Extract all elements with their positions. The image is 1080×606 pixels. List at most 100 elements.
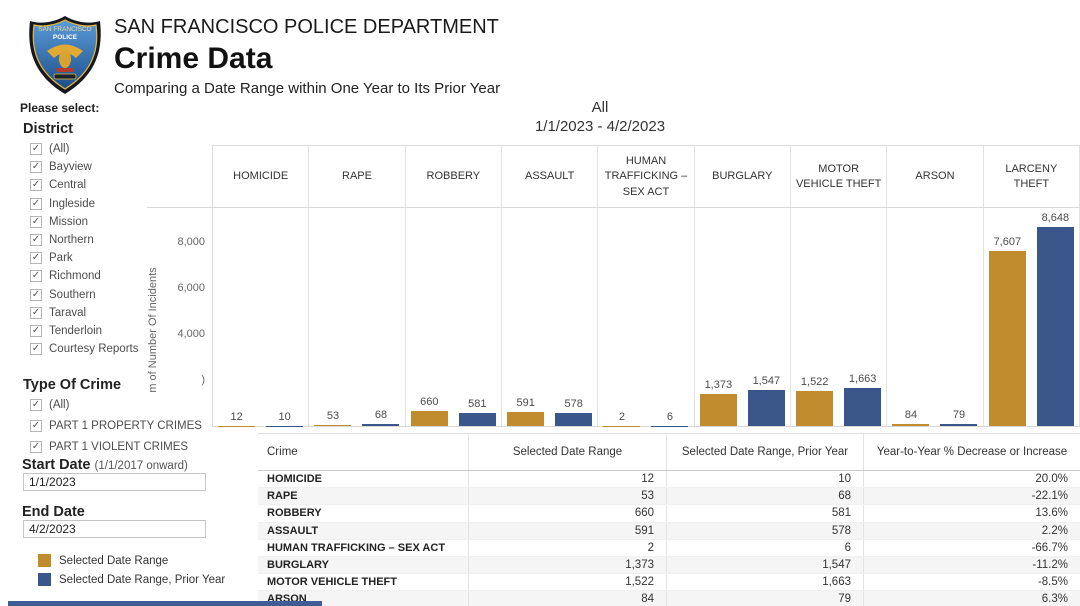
crime-type-option-part-1-violent-crimes[interactable]: ✓ PART 1 VIOLENT CRIMES (30, 437, 202, 458)
category-header-homicide[interactable]: HOMICIDE (233, 170, 289, 183)
checkbox-icon[interactable]: ✓ (30, 197, 42, 210)
chart-column-burglary: BURGLARY 1,373 1,547 (695, 146, 791, 426)
please-select-label: Please select: (20, 101, 100, 115)
bar-selected-date-range[interactable] (699, 394, 737, 426)
checkbox-icon[interactable]: ✓ (30, 270, 42, 283)
checkbox-icon[interactable]: ✓ (30, 440, 42, 453)
bar-value-label: 79 (952, 409, 966, 422)
checkbox-label: Southern (49, 288, 96, 301)
logo-police-text: POLICE (53, 34, 78, 41)
table-row-arson[interactable]: ARSON 84 79 6.3% (258, 591, 1080, 606)
table-col-header-year-to-year-decrease-or-increase[interactable]: Year-to-Year % Decrease or Increase (863, 434, 1080, 470)
table-row-rape[interactable]: RAPE 53 68 -22.1% (258, 488, 1080, 506)
table-col-header-selected-date-range-prior-year[interactable]: Selected Date Range, Prior Year (666, 434, 863, 470)
district-option-taraval[interactable]: ✓ Taraval (30, 304, 138, 322)
legend-item-selected-range[interactable]: Selected Date Range (38, 551, 225, 570)
district-option-courtesy-reports[interactable]: ✓ Courtesy Reports (30, 340, 138, 358)
table-row-robbery[interactable]: ROBBERY 660 581 13.6% (258, 505, 1080, 523)
table-row-human-trafficking-sex-act[interactable]: HUMAN TRAFFICKING – SEX ACT 2 6 -66.7% (258, 539, 1080, 557)
table-row-homicide[interactable]: HOMICIDE 12 10 20.0% (258, 471, 1080, 489)
category-header-burglary[interactable]: BURGLARY (712, 170, 773, 183)
table-col-header-selected-date-range[interactable]: Selected Date Range (468, 434, 666, 470)
crime-type-option-part-1-property-crimes[interactable]: ✓ PART 1 PROPERTY CRIMES (30, 416, 202, 437)
bar-selected-date-range-prior-year[interactable] (844, 387, 882, 426)
bar-selected-date-range[interactable] (314, 424, 352, 426)
checkbox-icon[interactable]: ✓ (30, 179, 42, 192)
y-tick-label: 8,000 (177, 236, 205, 248)
bar-selected-date-range-prior-year[interactable] (555, 412, 593, 426)
district-heading: District (23, 121, 73, 137)
value-cell: -22.1% (863, 488, 1080, 505)
table-row-burglary[interactable]: BURGLARY 1,373 1,547 -11.2% (258, 556, 1080, 575)
bar-selected-date-range[interactable] (796, 390, 834, 426)
department-name: SAN FRANCISCO POLICE DEPARTMENT (114, 16, 499, 38)
bar-selected-date-range-prior-year[interactable] (747, 390, 785, 426)
district-option-southern[interactable]: ✓ Southern (30, 286, 138, 304)
bar-selected-date-range-prior-year[interactable] (1036, 226, 1074, 426)
table-col-header-crime[interactable]: Crime (267, 446, 298, 458)
crime-type-option-all[interactable]: ✓ (All) (30, 395, 202, 416)
bar-group: 53 (314, 410, 352, 426)
checkbox-icon[interactable]: ✓ (30, 306, 42, 319)
table-row-assault[interactable]: ASSAULT 591 578 2.2% (258, 522, 1080, 540)
category-header-human-trafficking-sex-act[interactable]: HUMAN TRAFFICKING – SEX ACT (604, 154, 688, 198)
checkbox-icon[interactable]: ✓ (30, 324, 42, 337)
category-header-motor-vehicle-theft[interactable]: MOTOR VEHICLE THEFT (795, 162, 882, 190)
district-option-ingleside[interactable]: ✓ Ingleside (30, 195, 138, 213)
checkbox-icon[interactable]: ✓ (30, 215, 42, 228)
bar-selected-date-range[interactable] (892, 424, 930, 426)
district-option-northern[interactable]: ✓ Northern (30, 231, 138, 249)
chart-column-arson: ARSON 84 79 (887, 146, 984, 426)
district-option-all[interactable]: ✓ (All) (30, 140, 138, 158)
table-header-row: Crime Selected Date Range Selected Date Ra… (258, 434, 1080, 471)
bar-selected-date-range-prior-year[interactable] (362, 424, 400, 426)
bar-value-label: 1,373 (704, 379, 733, 392)
district-option-tenderloin[interactable]: ✓ Tenderloin (30, 322, 138, 340)
crime-name-cell: MOTOR VEHICLE THEFT (267, 576, 397, 589)
bar-selected-date-range-prior-year[interactable] (458, 412, 496, 426)
bar-selected-date-range[interactable] (410, 410, 448, 426)
category-header-rape[interactable]: RAPE (342, 170, 372, 183)
checkbox-icon[interactable]: ✓ (30, 143, 42, 156)
bar-group: 591 (507, 397, 545, 426)
category-header-robbery[interactable]: ROBBERY (426, 170, 481, 183)
category-header-arson[interactable]: ARSON (915, 170, 955, 183)
checkbox-icon[interactable]: ✓ (30, 399, 42, 412)
district-option-bayview[interactable]: ✓ Bayview (30, 158, 138, 176)
district-option-richmond[interactable]: ✓ Richmond (30, 267, 138, 285)
value-cell: 68 (666, 488, 863, 505)
crime-name-cell: HUMAN TRAFFICKING – SEX ACT (267, 541, 446, 554)
bar-selected-date-range[interactable] (988, 250, 1026, 426)
start-date-input[interactable] (23, 473, 206, 491)
category-header-larceny-theft[interactable]: LARCENY THEFT (1005, 162, 1058, 190)
bar-value-label: 1,522 (800, 375, 829, 388)
end-date-label: End Date (22, 504, 85, 520)
chart-column-human-trafficking-sex-act: HUMAN TRAFFICKING – SEX ACT 2 6 (598, 146, 695, 426)
chart-column-robbery: ROBBERY 660 581 (406, 146, 502, 426)
table-row-motor-vehicle-theft[interactable]: MOTOR VEHICLE THEFT 1,522 1,663 -8.5% (258, 574, 1080, 592)
category-pane: 1,522 1,663 (791, 208, 886, 426)
page-subtitle: Comparing a Date Range within One Year t… (114, 80, 501, 97)
checkbox-icon[interactable]: ✓ (30, 288, 42, 301)
checkbox-icon[interactable]: ✓ (30, 234, 42, 247)
end-date-input[interactable] (23, 520, 206, 538)
district-option-mission[interactable]: ✓ Mission (30, 213, 138, 231)
bar-selected-date-range-prior-year[interactable] (940, 424, 978, 426)
start-date-hint: (1/1/2017 onward) (94, 460, 188, 472)
bar-value-label: 8,648 (1041, 211, 1070, 224)
chart-column-rape: RAPE 53 68 (309, 146, 406, 426)
checkbox-icon[interactable]: ✓ (30, 420, 42, 433)
start-date-label: Start Date (1/1/2017 onward) (22, 457, 188, 473)
district-option-park[interactable]: ✓ Park (30, 249, 138, 267)
district-option-central[interactable]: ✓ Central (30, 176, 138, 194)
checkbox-icon[interactable]: ✓ (30, 343, 42, 356)
legend-label: Selected Date Range, Prior Year (59, 573, 226, 586)
bar-selected-date-range[interactable] (507, 412, 545, 426)
checkbox-icon[interactable]: ✓ (30, 161, 42, 174)
page-title: Crime Data (114, 42, 273, 75)
bar-value-label: 12 (230, 410, 243, 423)
category-header-assault[interactable]: ASSAULT (525, 170, 575, 183)
checkbox-icon[interactable]: ✓ (30, 252, 42, 265)
table-body: HOMICIDE 12 10 20.0% RAPE 53 68 -22.1% ROBBERY 66… (258, 471, 1080, 606)
legend-item-prior-year[interactable]: Selected Date Range, Prior Year (38, 570, 225, 589)
